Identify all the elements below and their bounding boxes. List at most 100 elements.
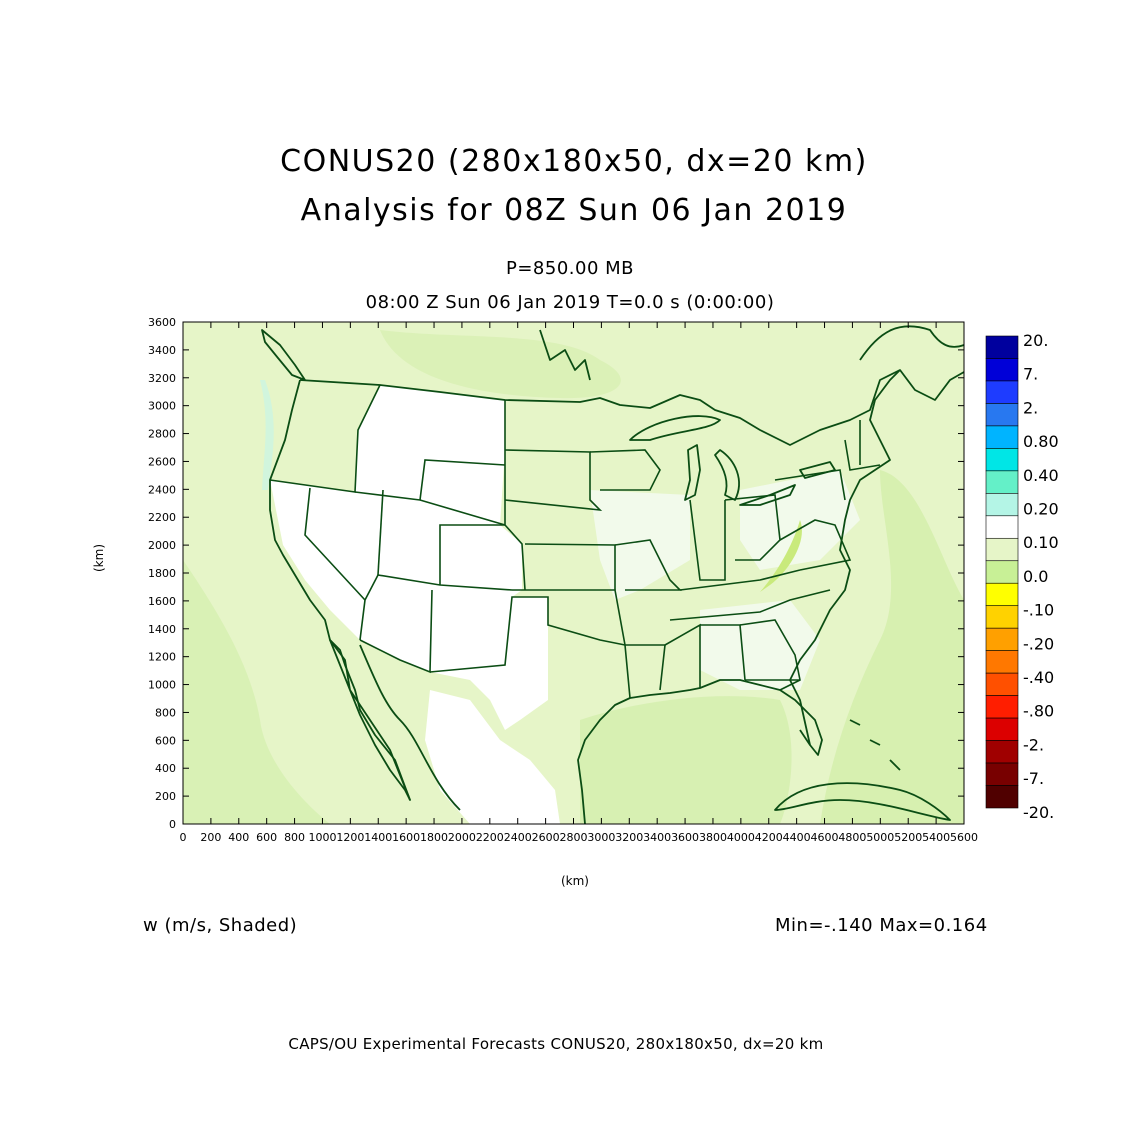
x-tick-label: 5200 [894,831,922,844]
lake-huron [714,449,740,501]
x-tick-label: 2400 [504,831,532,844]
x-tick-label: 200 [200,831,221,844]
x-tick-label: 5600 [950,831,978,844]
x-tick-label: 600 [256,831,277,844]
colorbar-swatch [985,605,1019,629]
x-tick-label: 5000 [866,831,894,844]
footer-credit: CAPS/OU Experimental Forecasts CONUS20, … [288,1035,824,1053]
colorbar-swatch [985,717,1019,741]
x-axis-label: (km) [560,874,589,888]
colorbar-swatch [985,515,1019,539]
x-tick-label: 3200 [615,831,643,844]
colorbar-swatch [985,582,1019,607]
colorbar-label: -7. [1023,769,1044,788]
y-tick-label: 1400 [148,623,176,636]
y-tick-label: 2800 [148,428,176,441]
colorbar-label: -.40 [1023,668,1054,687]
x-tick-label: 1600 [392,831,420,844]
colorbar-label: 0.10 [1023,533,1059,552]
x-tick-label: 1800 [420,831,448,844]
colorbar-swatch [985,627,1019,651]
y-tick-label: 3400 [148,344,176,357]
colorbar: 20. 7. 2. 0.80 0.40 0.20 0.10 0.0 -.10 -.20 -.40 -.… [985,331,1059,822]
y-tick-label: 800 [155,706,176,719]
colorbar-label: -.10 [1023,601,1054,620]
valid-time: 08:00 Z Sun 06 Jan 2019 T=0.0 s (0:00:00… [365,292,775,313]
colorbar-label: -20. [1023,803,1054,822]
colorbar-swatch [985,785,1019,809]
x-tick-label: 0 [180,831,187,844]
y-tick-label: 2000 [148,539,176,552]
colorbar-label: 0.80 [1023,432,1059,451]
y-tick-label: 3000 [148,400,176,413]
x-tick-label: 2800 [560,831,588,844]
ocean-shade-east [820,470,964,824]
x-tick-label: 800 [284,831,305,844]
colorbar-swatch [985,448,1019,472]
us-canada-border [299,369,964,446]
x-tick-label: 4800 [838,831,866,844]
state-boundaries [269,384,881,699]
lake-superior [629,415,721,441]
colorbar-swatch [985,358,1019,382]
canada-shade [380,330,621,399]
x-tick-label: 4600 [811,831,839,844]
x-axis-ticks: 0 200 400 600 800 1000 1200 1400 1600 1800 2000 220… [180,322,978,844]
colorbar-swatch [985,695,1019,719]
min-max-label: Min=-.140 Max=0.164 [775,915,988,936]
colorbar-label: 7. [1023,365,1038,384]
x-tick-label: 400 [228,831,249,844]
title-line-2: Analysis for 08Z Sun 06 Jan 2019 [300,193,848,228]
colorbar-swatch [985,740,1019,764]
vancouver-island [261,329,306,381]
x-tick-label: 3000 [587,831,615,844]
x-tick-label: 1400 [364,831,392,844]
west-white-area [270,385,548,730]
title-line-1: CONUS20 (280x180x50, dx=20 km) [280,144,868,179]
y-tick-label: 3600 [148,316,176,329]
x-tick-label: 2000 [448,831,476,844]
gulf-shade [580,696,792,824]
colorbar-label: -.80 [1023,702,1054,721]
colorbar-swatch [985,672,1019,696]
x-tick-label: 1200 [336,831,364,844]
canada-coast [539,329,591,381]
maritimes [859,325,964,361]
y-tick-label: 1800 [148,567,176,580]
baja-peninsula [329,639,411,801]
colorbar-swatch [985,470,1019,494]
x-tick-label: 3400 [643,831,671,844]
y-tick-label: 400 [155,762,176,775]
colorbar-label: -.20 [1023,634,1054,653]
x-tick-label: 4200 [755,831,783,844]
colorbar-label: 0.0 [1023,567,1048,586]
colorbar-swatch [985,762,1019,786]
gulf-coast [577,679,823,824]
y-axis-ticks: 0 200 400 600 800 1000 1200 1400 1600 1800 2000 220… [148,316,964,831]
shading-patches [183,330,964,824]
colorbar-swatch [985,403,1019,427]
colorbar-swatch [985,335,1019,359]
y-tick-label: 1200 [148,651,176,664]
colorbar-swatch [985,650,1019,674]
atlantic-coast [789,369,901,746]
colorbar-label: 20. [1023,331,1048,350]
x-tick-label: 3600 [671,831,699,844]
y-tick-label: 1600 [148,595,176,608]
lake-michigan [684,444,701,501]
cuba [774,782,951,821]
y-tick-label: 600 [155,734,176,747]
y-tick-label: 3200 [148,372,176,385]
west-coast [269,379,411,801]
colorbar-label: -2. [1023,735,1044,754]
southeast-white-area [700,600,820,690]
x-tick-label: 3800 [699,831,727,844]
x-tick-label: 4400 [783,831,811,844]
pressure-level: P=850.00 MB [505,258,635,279]
colorbar-swatch [985,493,1019,517]
map-boundaries [261,325,964,824]
x-tick-label: 4000 [727,831,755,844]
x-tick-label: 1000 [308,831,336,844]
colorbar-label: 2. [1023,398,1038,417]
colorbar-swatch [985,425,1019,449]
